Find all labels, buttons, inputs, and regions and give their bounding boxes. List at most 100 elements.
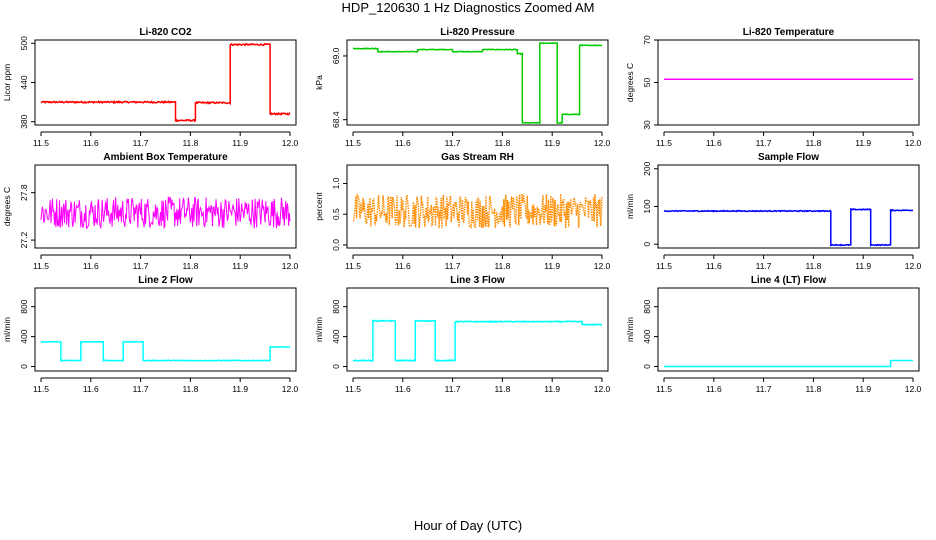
- x-tick-label: 12.0: [594, 384, 611, 394]
- y-axis-label: ml/min: [2, 317, 12, 342]
- plot-frame: [346, 164, 609, 249]
- x-tick-label: 11.5: [656, 261, 672, 271]
- plot-frame: [346, 39, 609, 126]
- x-tick-label: 12.0: [282, 384, 299, 394]
- plot-frame: [34, 287, 297, 372]
- figure-title: HDP_120630 1 Hz Diagnostics Zoomed AM: [341, 0, 595, 15]
- plot-frame: [34, 39, 297, 126]
- y-tick-label: 400: [19, 329, 29, 343]
- y-tick-label: 1.0: [331, 177, 341, 189]
- x-tick-label: 12.0: [594, 138, 611, 148]
- x-tick-label: 11.6: [706, 384, 722, 394]
- y-axis-label: degrees C: [625, 63, 635, 102]
- panel-title: Li-820 Temperature: [743, 27, 835, 38]
- x-tick-label: 11.6: [706, 261, 722, 271]
- x-tick-label: 12.0: [905, 261, 922, 271]
- y-tick-label: 800: [19, 299, 29, 313]
- series-line: [352, 191, 603, 229]
- y-tick-label: 68.4: [331, 111, 341, 128]
- x-tick-label: 11.5: [656, 138, 672, 148]
- y-tick-label: 800: [331, 299, 341, 313]
- x-tick-label: 11.6: [83, 138, 99, 148]
- series-line: [40, 196, 291, 230]
- panel-title: Sample Flow: [758, 152, 819, 163]
- y-tick-label: 400: [642, 329, 652, 343]
- x-tick-label: 11.7: [756, 138, 772, 148]
- y-tick-label: 0.0: [331, 239, 341, 251]
- series-line: [352, 42, 603, 125]
- y-tick-label: 30: [642, 120, 652, 130]
- panel-2: Li-820 Pressure 11.5 11.6 11.7 11.8 11.9 12.0 6…: [314, 27, 611, 148]
- series-line: [40, 42, 291, 123]
- x-tick-label: 11.9: [544, 138, 560, 148]
- panel-9: Line 4 (LT) Flow 11.5 11.6 11.7 11.8 11.9 12.0…: [625, 275, 922, 394]
- x-tick-label: 11.7: [756, 384, 772, 394]
- y-tick-label: 0: [331, 364, 341, 369]
- x-tick-label: 11.5: [33, 261, 49, 271]
- y-axis-label: kPa: [314, 75, 324, 90]
- x-tick-label: 11.8: [494, 261, 510, 271]
- x-tick-label: 11.6: [706, 138, 722, 148]
- x-tick-label: 11.8: [494, 384, 510, 394]
- x-tick-label: 12.0: [905, 384, 922, 394]
- series-line: [40, 340, 291, 362]
- x-tick-label: 11.9: [855, 138, 871, 148]
- x-tick-label: 11.7: [445, 138, 461, 148]
- y-tick-label: 0.5: [331, 208, 341, 220]
- panel-5: Gas Stream RH 11.5 11.6 11.7 11.8 11.9 12.0 0.0…: [314, 152, 611, 271]
- y-axis-label: ml/min: [625, 194, 635, 219]
- x-tick-label: 11.8: [805, 384, 821, 394]
- x-tick-label: 11.6: [395, 261, 411, 271]
- x-tick-label: 11.9: [855, 261, 871, 271]
- y-tick-label: 27.8: [19, 184, 29, 201]
- x-tick-label: 11.7: [133, 384, 149, 394]
- panel-title: Gas Stream RH: [441, 152, 514, 163]
- y-tick-label: 200: [642, 161, 652, 175]
- series-line: [664, 359, 913, 368]
- y-tick-label: 400: [331, 329, 341, 343]
- x-tick-label: 11.6: [83, 384, 99, 394]
- y-tick-label: 100: [642, 199, 652, 213]
- panel-7: Line 2 Flow 11.5 11.6 11.7 11.8 11.9 12.0 0 400 8…: [2, 275, 299, 394]
- panel-title: Ambient Box Temperature: [103, 152, 228, 163]
- x-tick-label: 11.5: [656, 384, 672, 394]
- series-line: [353, 318, 603, 363]
- y-tick-label: 0: [642, 242, 652, 247]
- x-tick-label: 11.9: [544, 261, 560, 271]
- x-tick-label: 11.6: [395, 138, 411, 148]
- x-tick-label: 11.8: [494, 138, 510, 148]
- x-tick-label: 11.9: [544, 384, 560, 394]
- x-axis-label: Hour of Day (UTC): [413, 518, 523, 533]
- y-tick-label: 800: [642, 299, 652, 313]
- x-tick-label: 11.5: [345, 138, 361, 148]
- y-tick-label: 70: [642, 35, 652, 45]
- panel-1: Li-820 CO2 11.5 11.6 11.7 11.8 11.9 12.0 380 440…: [2, 27, 299, 148]
- x-tick-label: 11.8: [182, 261, 198, 271]
- x-tick-label: 11.5: [33, 138, 49, 148]
- x-tick-label: 11.9: [232, 261, 248, 271]
- y-axis-label: Licor ppm: [2, 64, 12, 101]
- y-tick-label: 380: [19, 114, 29, 128]
- x-tick-label: 12.0: [282, 261, 299, 271]
- x-tick-label: 12.0: [905, 138, 922, 148]
- x-tick-label: 11.7: [756, 261, 772, 271]
- panel-title: Li-820 CO2: [139, 27, 192, 38]
- panel-title: Line 3 Flow: [450, 275, 505, 286]
- y-tick-label: 0: [19, 364, 29, 369]
- x-tick-label: 11.8: [805, 261, 821, 271]
- panel-6: Sample Flow 11.5 11.6 11.7 11.8 11.9 12.0 0 100 2…: [625, 152, 922, 271]
- x-tick-label: 11.6: [395, 384, 411, 394]
- x-tick-label: 11.9: [855, 384, 871, 394]
- x-tick-label: 11.5: [345, 384, 361, 394]
- x-tick-label: 12.0: [594, 261, 611, 271]
- plot-frame: [346, 287, 609, 372]
- x-tick-label: 11.8: [182, 384, 198, 394]
- plot-frame: [657, 287, 920, 372]
- panel-title: Line 2 Flow: [138, 275, 193, 286]
- plot-frame: [657, 164, 920, 249]
- y-tick-label: 0: [642, 364, 652, 369]
- panel-8: Line 3 Flow 11.5 11.6 11.7 11.8 11.9 12.0 0 400 8…: [314, 275, 611, 394]
- series-line: [663, 207, 914, 248]
- y-tick-label: 69.0: [331, 47, 341, 64]
